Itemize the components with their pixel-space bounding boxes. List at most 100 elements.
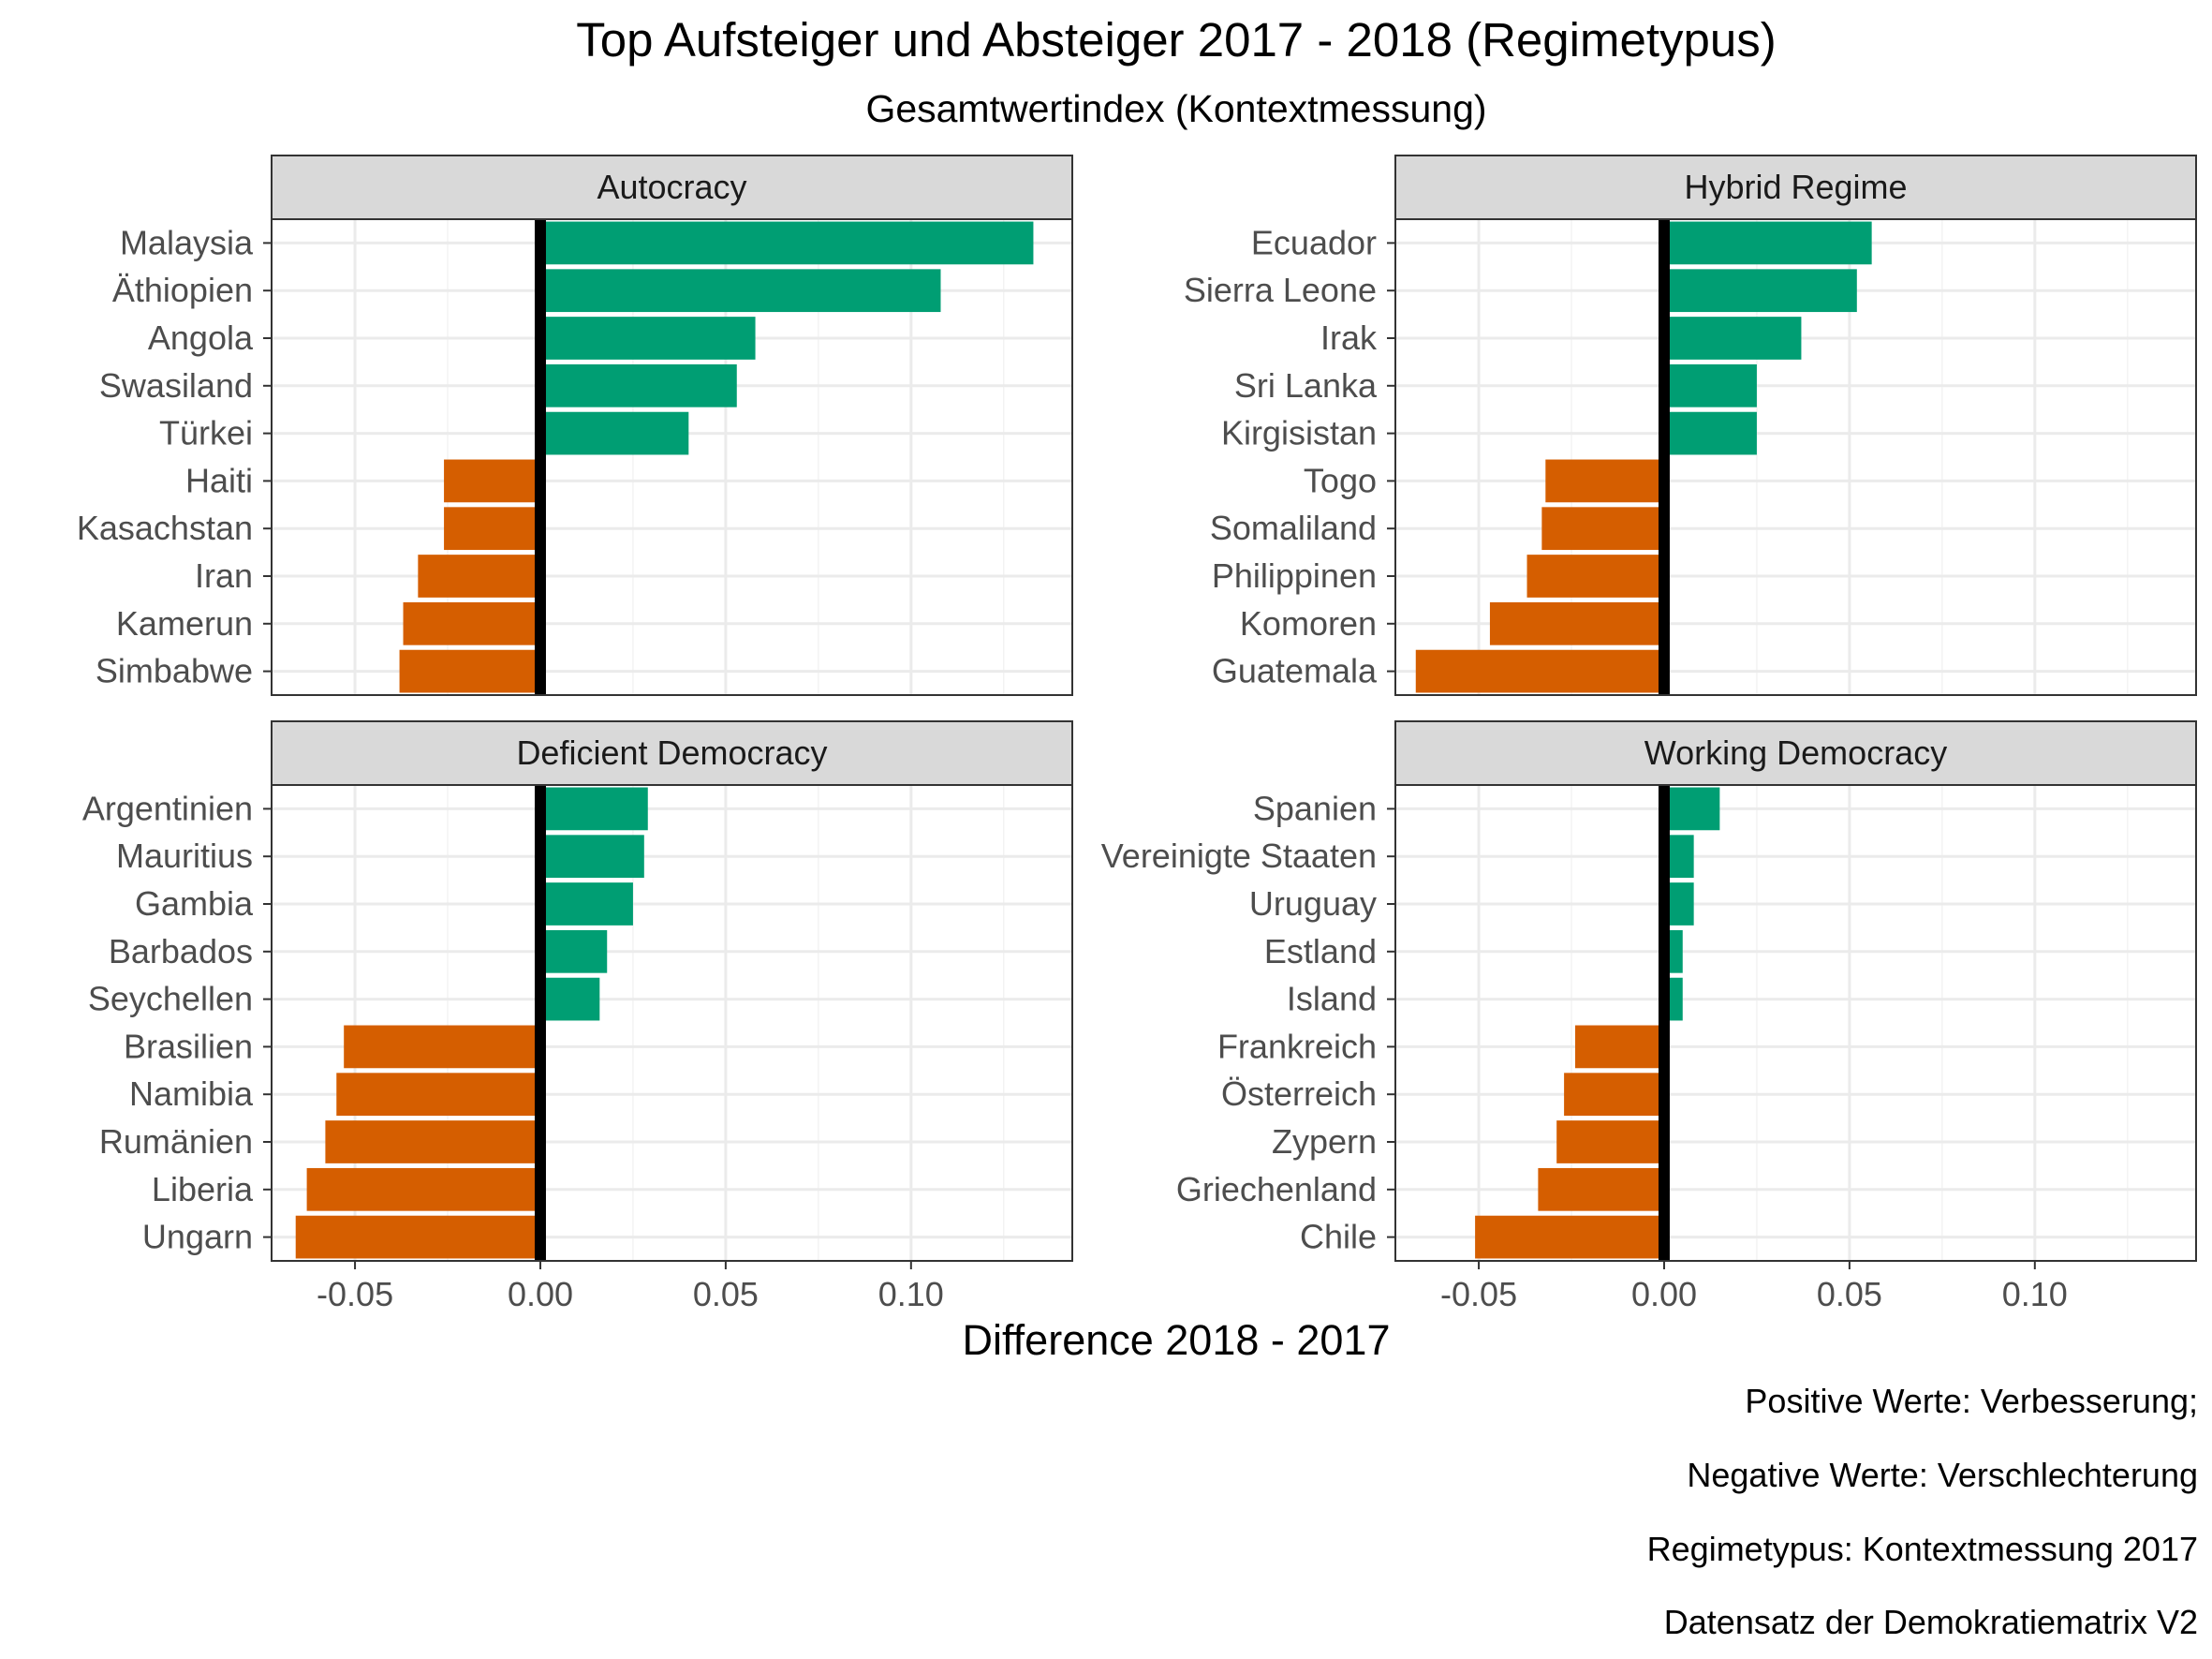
bar-irak [1663, 317, 1802, 360]
category-label: Gambia [135, 884, 254, 923]
category-label: Zypern [1272, 1122, 1377, 1161]
facet-panel-working-democracy: Working Democracy Spanien Vereinigte Staat… [1101, 720, 2197, 1313]
facet-strip [271, 155, 1073, 220]
category-label: Island [1287, 980, 1377, 1018]
facet-strip [271, 720, 1073, 786]
bar-tuerkei [539, 411, 689, 455]
category-label: Irak [1320, 318, 1378, 357]
bar-swasiland [539, 363, 737, 407]
bar-sri-lanka [1663, 363, 1757, 407]
category-label: Kamerun [116, 604, 253, 643]
category-label: Kasachstan [77, 509, 253, 547]
bar-liberia [306, 1167, 540, 1211]
caption-line: Negative Werte: Verschlechterung [1687, 1456, 2198, 1494]
facet-strip-label: Deficient Democracy [516, 733, 827, 772]
facet-panels: Autocracy Malaysia Äthiopien Angola Swasilan… [77, 155, 2197, 1313]
category-label: Österreich [1221, 1074, 1377, 1113]
caption-line: Datensatz der Demokratiematrix V2 [1664, 1603, 2198, 1641]
x-axis-title: Difference 2018 - 2017 [963, 1316, 1391, 1364]
bar-ungarn [295, 1215, 540, 1259]
bar-aethiopien [539, 269, 941, 313]
caption-line: Positive Werte: Verbesserung; [1745, 1382, 2198, 1420]
bar-somaliland [1541, 507, 1664, 551]
panel-background [1395, 785, 2196, 1261]
bar-brasilien [344, 1025, 540, 1069]
facet-strip-label: Hybrid Regime [1684, 168, 1907, 206]
bar-gambia [539, 882, 633, 926]
bar-rumaenien [325, 1120, 540, 1163]
bar-iran [418, 555, 540, 598]
x-tick-label: 0.10 [2002, 1275, 2068, 1313]
category-label: Namibia [129, 1074, 254, 1113]
category-label: Simbabwe [96, 652, 253, 690]
bar-chile [1475, 1215, 1664, 1259]
panel-border [271, 218, 1073, 696]
bar-sierra-leone [1663, 269, 1857, 313]
bar-oesterreich [1564, 1073, 1664, 1117]
facet-panel-deficient-democracy: Deficient Democracy Argentinien Mauritius G… [82, 720, 1073, 1313]
category-label: Kirgisistan [1221, 414, 1377, 452]
bar-komoren [1489, 601, 1664, 645]
bar-malaysia [539, 221, 1034, 265]
bar-seychellen [539, 977, 600, 1021]
category-label: Togo [1304, 461, 1377, 499]
category-label: Sri Lanka [1234, 366, 1378, 405]
bar-haiti [444, 459, 540, 503]
category-label: Estland [1264, 932, 1377, 970]
bar-ecuador [1663, 221, 1872, 265]
caption-block: Positive Werte: Verbesserung; Negative We… [1647, 1382, 2198, 1641]
facet-strip-label: Autocracy [597, 168, 746, 206]
facet-strip [1394, 155, 2197, 220]
category-label: Brasilien [124, 1027, 253, 1065]
x-tick-label: -0.05 [1440, 1275, 1517, 1313]
bar-spanien [1663, 787, 1720, 831]
panel-border [1394, 218, 2197, 696]
category-label: Uruguay [1249, 884, 1377, 923]
bar-kasachstan [444, 507, 540, 551]
category-label: Ungarn [142, 1218, 253, 1256]
category-label: Malaysia [120, 223, 254, 261]
category-label: Philippinen [1212, 556, 1377, 595]
category-label: Angola [148, 318, 254, 357]
bar-togo [1545, 459, 1664, 503]
category-label: Komoren [1240, 604, 1377, 643]
x-tick-label: 0.00 [508, 1275, 573, 1313]
category-label: Iran [195, 556, 253, 595]
bar-guatemala [1415, 649, 1664, 693]
x-tick-label: 0.05 [693, 1275, 759, 1313]
panel-border [271, 784, 1073, 1262]
category-label: Frankreich [1217, 1027, 1377, 1065]
chart-subtitle: Gesamtwertindex (Kontextmessung) [865, 87, 1486, 130]
category-label: Seychellen [88, 980, 253, 1018]
bar-philippinen [1526, 555, 1664, 598]
x-tick-label: 0.00 [1631, 1275, 1697, 1313]
category-label: Mauritius [116, 837, 253, 875]
category-label: Vereinigte Staaten [1101, 837, 1377, 875]
category-label: Chile [1300, 1218, 1377, 1256]
bar-zypern [1556, 1120, 1664, 1163]
category-label: Argentinien [82, 789, 253, 827]
bar-kirgisistan [1663, 411, 1757, 455]
bar-kamerun [403, 601, 540, 645]
category-label: Barbados [109, 932, 253, 970]
category-label: Griechenland [1176, 1170, 1377, 1208]
bar-simbabwe [399, 649, 540, 693]
category-label: Ecuador [1251, 223, 1377, 261]
category-label: Haiti [185, 461, 253, 499]
facet-strip [1394, 720, 2197, 786]
caption-line: Regimetypus: Kontextmessung 2017 [1647, 1530, 2198, 1568]
bar-frankreich [1574, 1025, 1664, 1069]
chart-title: Top Aufsteiger und Absteiger 2017 - 2018… [576, 13, 1776, 67]
bar-barbados [539, 929, 608, 973]
facet-strip-label: Working Democracy [1644, 733, 1947, 772]
category-label: Rumänien [99, 1122, 253, 1161]
x-tick-label: -0.05 [317, 1275, 393, 1313]
facet-panel-autocracy: Autocracy Malaysia Äthiopien Angola Swasilan… [77, 155, 1073, 696]
x-tick-label: 0.10 [878, 1275, 944, 1313]
category-label: Guatemala [1212, 652, 1378, 690]
bar-griechenland [1538, 1167, 1664, 1211]
x-tick-label: 0.05 [1817, 1275, 1882, 1313]
category-label: Liberia [152, 1170, 254, 1208]
category-label: Sierra Leone [1184, 271, 1377, 309]
